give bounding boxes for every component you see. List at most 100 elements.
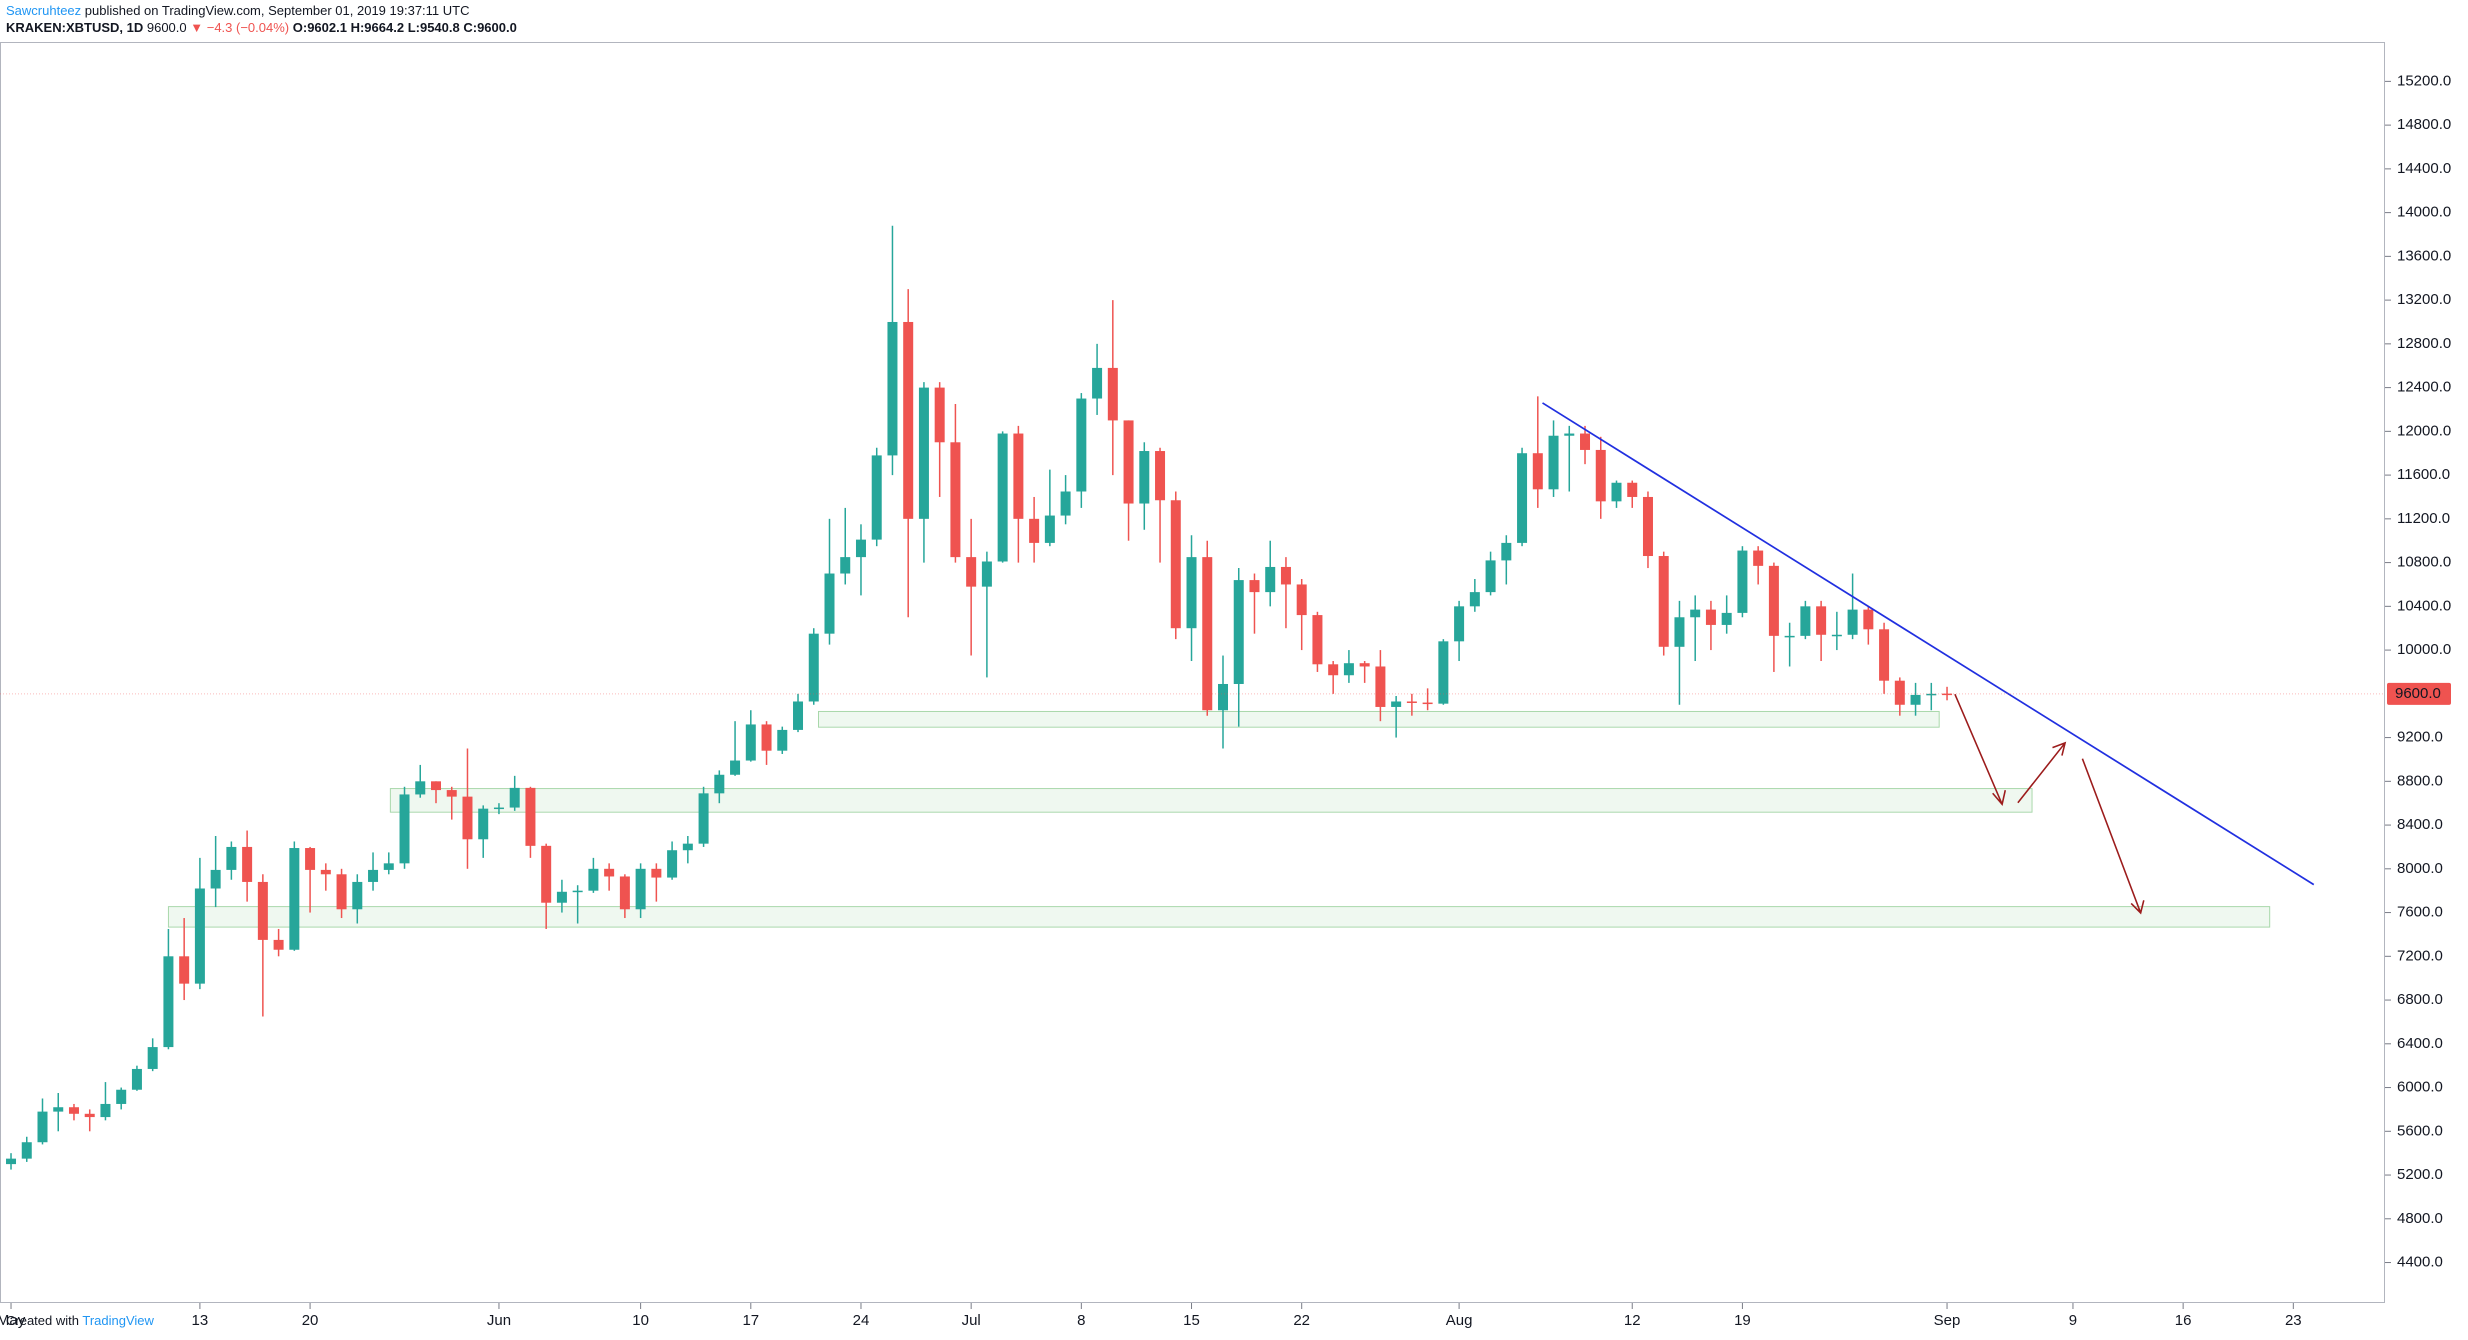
candle-body (1343, 663, 1354, 676)
candle-body (793, 701, 804, 730)
y-tick-label: 10400.0 (2397, 597, 2451, 614)
y-tick-label: 13200.0 (2397, 291, 2451, 308)
candle-body (257, 881, 268, 940)
arrow (2017, 741, 2067, 804)
candle-body (462, 796, 473, 840)
candle-body (840, 557, 851, 574)
candle-body (352, 881, 363, 910)
candle-body (824, 573, 835, 634)
y-tick-label: 6000.0 (2397, 1079, 2443, 1096)
candle-body (1233, 580, 1244, 684)
candle-body (651, 868, 662, 878)
y-tick-label: 5600.0 (2397, 1122, 2443, 1139)
support-zone (389, 788, 2033, 813)
candle-body (1359, 663, 1370, 667)
candle-body (1611, 482, 1622, 502)
x-tick-label: 17 (742, 1312, 759, 1329)
x-tick-label: 19 (1734, 1312, 1751, 1329)
candle-body (1847, 609, 1858, 635)
candle-body (1170, 500, 1181, 629)
candle-body (1926, 693, 1937, 696)
candle-body (1548, 435, 1559, 490)
candle-body (84, 1113, 95, 1118)
x-tick-label: 13 (192, 1312, 209, 1329)
y-tick-label: 8800.0 (2397, 772, 2443, 789)
candle-body (100, 1103, 111, 1118)
candle-body (730, 760, 741, 775)
x-axis: May 13 20 Jun 10 17 24 Jul 8 15 22 Aug 12 19 Sep 9 16 23 (0, 1303, 2302, 1329)
candle-body (777, 729, 788, 751)
candle-body (1107, 367, 1118, 421)
candle-body (1485, 560, 1496, 593)
candle-body (635, 868, 646, 910)
footer-brand: TradingView (82, 1313, 154, 1328)
x-tick-label: 16 (2175, 1312, 2192, 1329)
candle-body (887, 321, 898, 456)
candle-body (934, 387, 945, 443)
candle-body (855, 539, 866, 558)
candle-body (950, 442, 961, 558)
candle-body (588, 868, 599, 891)
y-tick-label: 12800.0 (2397, 335, 2451, 352)
y-tick-label: 11200.0 (2397, 510, 2450, 527)
candle-body (966, 557, 977, 587)
trend-line (1542, 402, 2315, 886)
candle-body (1296, 584, 1307, 616)
candle-body (1580, 433, 1591, 450)
candle-body (997, 433, 1008, 562)
candle-body (478, 808, 489, 840)
y-tick-label: 7200.0 (2397, 947, 2443, 964)
y-tick-label: 8000.0 (2397, 860, 2443, 877)
candle-body (572, 890, 583, 893)
candle-body (1721, 612, 1732, 625)
ohlc-high: H:9664.2 (351, 20, 404, 35)
x-tick-label: 20 (302, 1312, 319, 1329)
candle-body (1501, 542, 1512, 561)
symbol: KRAKEN:XBTUSD, 1D (6, 20, 143, 35)
header-line-2: KRAKEN:XBTUSD, 1D 9600.0 ▼ −4.3 (−0.04%)… (6, 20, 517, 35)
candle-body (493, 807, 504, 810)
candles (6, 225, 1953, 1170)
candle-body (1942, 693, 1953, 696)
candle-body (1092, 367, 1103, 399)
candle-body (1422, 702, 1433, 705)
candle-body (1863, 609, 1874, 630)
candle-body (1894, 680, 1905, 705)
candle-body (1658, 556, 1669, 647)
candle-body (1595, 449, 1606, 502)
candle-body (509, 787, 520, 808)
x-tick-label: Jun (487, 1312, 511, 1329)
y-tick-label: 10800.0 (2397, 554, 2451, 571)
author: Sawcruhteez (6, 3, 81, 18)
candle-body (446, 790, 457, 797)
candle-body (1831, 634, 1842, 637)
plot-frame (0, 42, 2385, 1303)
candle-body (1139, 451, 1150, 504)
y-tick-label: 12400.0 (2397, 379, 2451, 396)
arrow (1954, 693, 2007, 807)
candle-body (1044, 515, 1055, 543)
candle-body (415, 781, 426, 795)
candle-body (147, 1047, 158, 1069)
drawings-top (1542, 402, 2315, 915)
candle-body (1013, 433, 1024, 519)
y-tick-label: 5200.0 (2397, 1166, 2443, 1183)
x-tick-label: 12 (1624, 1312, 1641, 1329)
candle-body (37, 1111, 48, 1143)
candle-body (1642, 496, 1653, 557)
candle-body (871, 455, 882, 540)
candle-body (1784, 635, 1795, 638)
candle-body (761, 724, 772, 751)
candle-body (1768, 565, 1779, 636)
candle-body (1155, 451, 1166, 501)
last-price-label: 9600.0 (2395, 685, 2441, 702)
ohlc-close: C:9600.0 (463, 20, 516, 35)
x-tick-label: 9 (2069, 1312, 2077, 1329)
candle-body (21, 1142, 32, 1159)
x-tick-label: May (0, 1312, 26, 1329)
support-zone (167, 906, 2271, 928)
candle-body (1690, 609, 1701, 618)
candle-body (541, 845, 552, 903)
x-tick-label: Sep (1934, 1312, 1961, 1329)
